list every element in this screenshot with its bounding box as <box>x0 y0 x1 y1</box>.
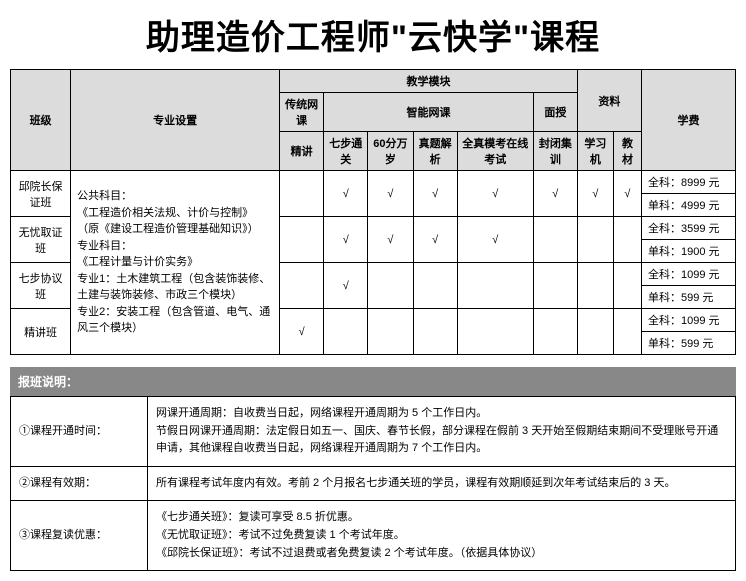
cell: √ <box>457 217 533 263</box>
cell: √ <box>613 171 641 217</box>
cell <box>613 309 641 355</box>
header-modules: 教学模块 <box>280 70 578 93</box>
cell <box>280 263 324 309</box>
price: 单科：1900 元 <box>642 240 736 263</box>
class-name-1: 邱院长保证班 <box>11 171 71 217</box>
note-label-1: ①课程开通时间： <box>11 397 148 467</box>
cell <box>577 217 613 263</box>
header-traditional: 传统网课 <box>280 93 324 132</box>
cell <box>613 217 641 263</box>
price: 全科：1099 元 <box>642 263 736 286</box>
cell: √ <box>280 309 324 355</box>
header-sixty: 60分万岁 <box>368 132 413 171</box>
cell: √ <box>533 171 577 217</box>
page-title: 助理造价工程师"云快学"课程 <box>10 10 736 59</box>
cell <box>533 217 577 263</box>
header-smart: 智能网课 <box>324 93 534 132</box>
price: 全科：3599 元 <box>642 217 736 240</box>
note-text-3: 《七步通关班》：复读可享受 8.5 折优惠。《无忧取证班》：考试不过免费复读 1… <box>148 501 736 571</box>
cell <box>613 263 641 309</box>
note-text-2: 所有课程考试年度内有效。考前 2 个月报名七步通关班的学员，课程有效期顺延到次年… <box>148 466 736 501</box>
header-zhenti: 真题解析 <box>413 132 457 171</box>
cell <box>280 217 324 263</box>
note-text-1: 网课开通周期：自收费当日起，网络课程开通周期为 5 个工作日内。节假日网课开通周… <box>148 397 736 467</box>
cell <box>413 309 457 355</box>
header-fee: 学费 <box>642 70 736 171</box>
price: 单科：599 元 <box>642 332 736 355</box>
cell <box>324 309 368 355</box>
subject-cell: 公共科目：《工程造价相关法规、计价与控制》（原《建设工程造价管理基础知识》）专业… <box>71 171 280 355</box>
class-name-3: 七步协议班 <box>11 263 71 309</box>
course-table: 班级 专业设置 教学模块 资料 学费 传统网课 智能网课 面授 精讲 七步通关 … <box>10 69 736 355</box>
cell: √ <box>368 217 413 263</box>
cell <box>280 171 324 217</box>
header-materials: 资料 <box>577 70 641 132</box>
class-name-2: 无忧取证班 <box>11 217 71 263</box>
header-fengbi: 封闭集训 <box>533 132 577 171</box>
cell: √ <box>577 171 613 217</box>
price: 单科：4999 元 <box>642 194 736 217</box>
cell <box>577 309 613 355</box>
cell <box>413 263 457 309</box>
cell: √ <box>324 217 368 263</box>
note-label-3: ③课程复读优惠： <box>11 501 148 571</box>
cell: √ <box>324 171 368 217</box>
notes-title: 报班说明： <box>10 367 736 396</box>
header-qibu: 七步通关 <box>324 132 368 171</box>
notes-table: ①课程开通时间： 网课开通周期：自收费当日起，网络课程开通周期为 5 个工作日内… <box>10 396 736 571</box>
cell <box>457 263 533 309</box>
cell <box>368 263 413 309</box>
cell <box>457 309 533 355</box>
price: 全科：8999 元 <box>642 171 736 194</box>
cell <box>577 263 613 309</box>
cell <box>533 309 577 355</box>
class-name-4: 精讲班 <box>11 309 71 355</box>
price: 单科：599 元 <box>642 286 736 309</box>
cell: √ <box>457 171 533 217</box>
cell <box>533 263 577 309</box>
header-jiaocai: 教材 <box>613 132 641 171</box>
cell: √ <box>413 217 457 263</box>
header-class: 班级 <box>11 70 71 171</box>
header-quanzhen: 全真模考在线考试 <box>457 132 533 171</box>
header-jingjiang: 精讲 <box>280 132 324 171</box>
header-subject: 专业设置 <box>71 70 280 171</box>
cell <box>368 309 413 355</box>
price: 全科：1099 元 <box>642 309 736 332</box>
cell: √ <box>413 171 457 217</box>
header-inperson: 面授 <box>533 93 577 132</box>
note-label-2: ②课程有效期： <box>11 466 148 501</box>
header-xueji: 学习机 <box>577 132 613 171</box>
cell: √ <box>324 263 368 309</box>
cell: √ <box>368 171 413 217</box>
